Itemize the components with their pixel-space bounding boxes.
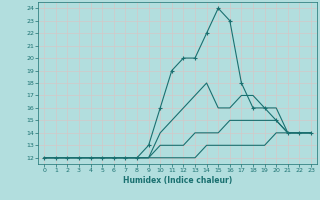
- X-axis label: Humidex (Indice chaleur): Humidex (Indice chaleur): [123, 176, 232, 185]
